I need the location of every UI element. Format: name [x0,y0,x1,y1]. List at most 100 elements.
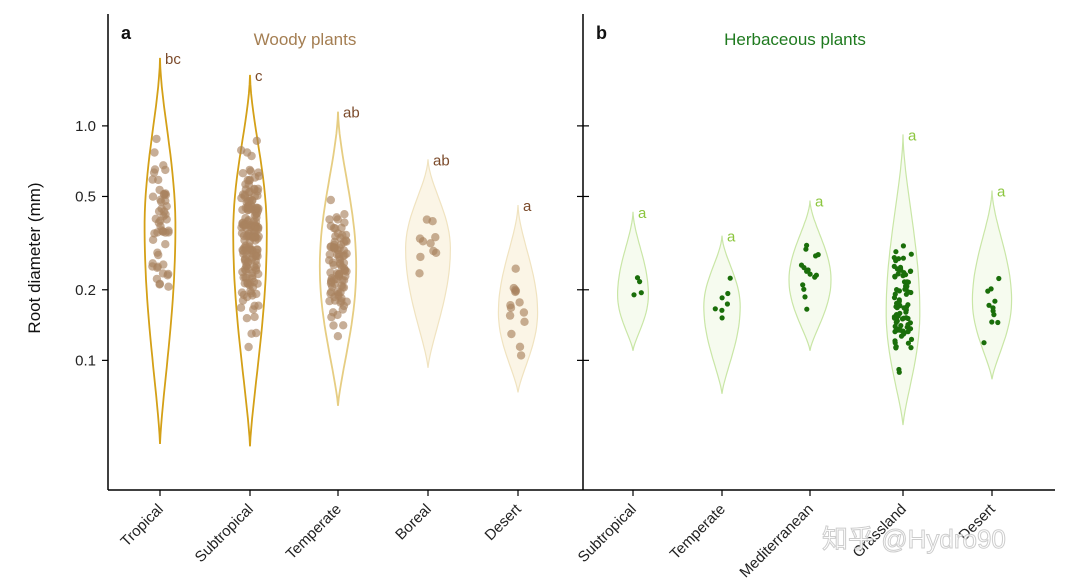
labels-layer: a Woody plantsbcTropicalcSubtropicalabTem… [117,23,1006,581]
data-point [431,233,440,242]
data-point [901,315,907,321]
data-point [894,314,900,320]
panel-title: Woody plants [254,30,357,49]
data-point [981,340,987,346]
data-point [428,217,437,226]
data-point [252,136,261,145]
data-point [905,322,911,328]
significance-label: a [727,229,736,246]
data-point [334,270,343,280]
data-point [240,279,249,288]
data-point [893,319,899,325]
data-point [161,165,170,175]
data-point [158,227,167,236]
significance-label: a [638,205,647,222]
data-point [242,246,251,255]
data-point [719,295,725,301]
data-point [804,306,810,312]
x-category-label: Temperate [283,501,345,563]
data-point [252,248,262,258]
x-category-label: Subtropical [575,501,640,566]
data-point [415,269,424,278]
data-point [894,304,900,310]
data-point [339,301,349,311]
data-point [904,283,910,289]
data-point [802,294,808,300]
data-point [338,283,347,292]
data-point [164,282,173,291]
data-point [250,312,259,322]
data-point [509,283,518,293]
data-point [725,290,731,297]
data-point [801,286,807,292]
data-point [254,204,263,213]
data-point [505,311,515,320]
data-point [150,229,159,238]
significance-label: ab [433,152,450,169]
data-point [719,307,725,313]
data-point [905,329,911,335]
data-point [328,308,338,317]
data-point [341,236,350,245]
data-point [416,252,425,262]
data-point [801,265,807,271]
data-point [908,336,915,342]
data-point [340,251,349,260]
data-point [242,148,252,157]
data-point [892,329,898,335]
data-point [991,312,997,318]
significance-label: c [255,68,263,85]
data-point [326,195,335,205]
data-point [908,268,914,274]
violin-shape [971,190,1013,380]
data-point [896,369,902,375]
data-point [893,344,899,350]
data-point [634,275,641,281]
data-point [254,171,264,181]
data-point [329,223,339,233]
data-point [506,303,516,312]
x-category-label: Mediterranean [736,501,816,581]
panel-title: Herbaceous plants [724,30,866,49]
violin-shape [703,235,741,394]
data-point [241,257,250,266]
data-point [813,272,820,278]
data-point [894,287,900,293]
data-point [893,249,899,255]
data-point [253,184,263,193]
data-point [163,271,172,280]
data-point [244,187,254,197]
data-point [804,268,810,274]
data-point [247,329,256,338]
y-axis-label: Root diameter (mm) [25,182,44,333]
data-point [326,289,335,298]
x-category-label: Temperate [667,501,729,563]
data-point [996,275,1002,282]
data-point [248,283,258,292]
data-point [515,342,525,351]
data-point [244,264,253,274]
y-tick-label: 1.0 [75,118,96,135]
data-point [900,243,907,249]
data-point [990,305,996,311]
data-point [989,319,995,325]
data-point [242,314,252,323]
data-point [152,134,161,144]
data-point [892,273,898,279]
data-point [333,215,342,224]
data-point [251,232,260,242]
data-point [903,291,910,297]
x-category-label: Desert [482,500,526,544]
data-point [161,240,170,249]
data-point [154,175,163,185]
data-point [892,338,898,344]
data-point [992,298,998,304]
x-category-label: Subtropical [192,501,257,566]
data-point [893,258,899,264]
data-point [245,165,254,175]
data-point [986,302,992,308]
violin-shape [617,211,649,351]
data-point [507,329,516,339]
data-point [719,315,725,321]
